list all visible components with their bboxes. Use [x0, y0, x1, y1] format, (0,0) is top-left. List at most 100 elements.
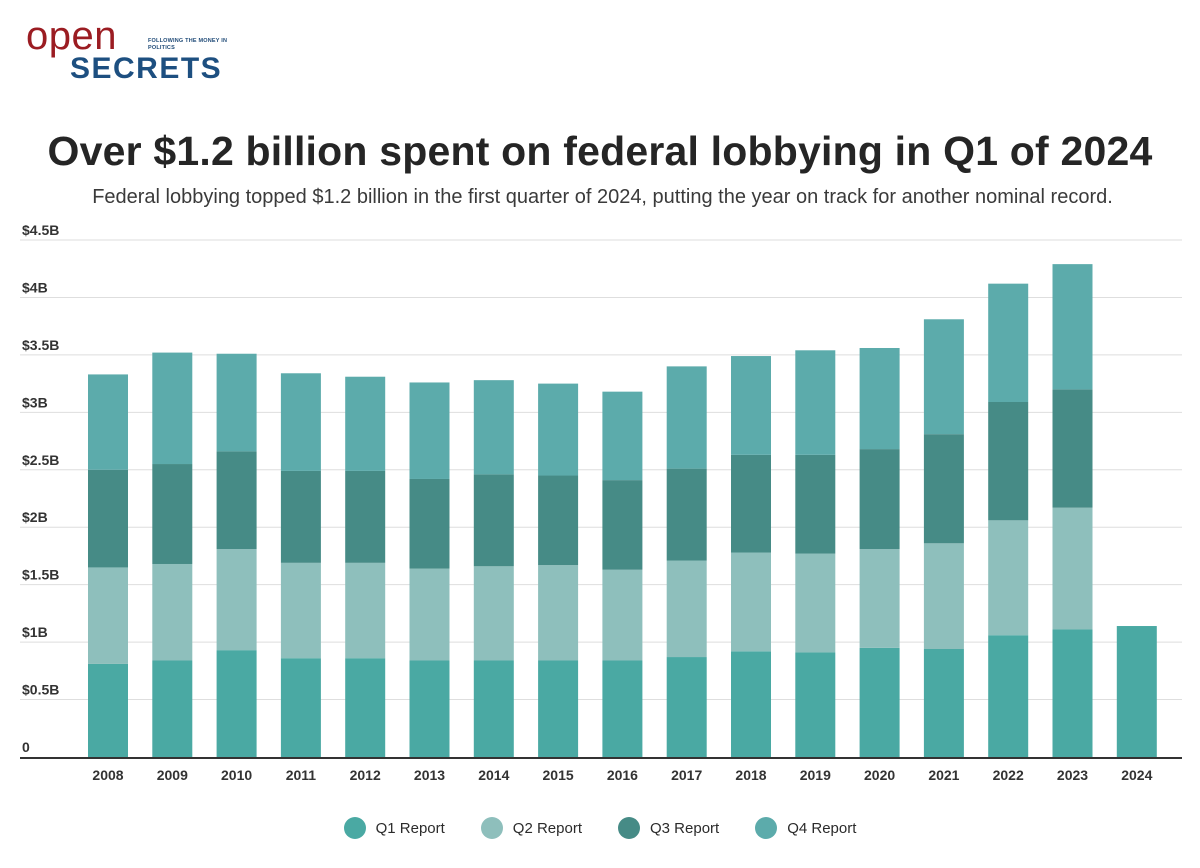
x-tick-label: 2017	[671, 767, 702, 783]
bar-segment	[409, 660, 450, 757]
bar-segment	[538, 565, 579, 661]
bar-segment	[988, 283, 1029, 402]
x-tick-label: 2011	[286, 767, 317, 783]
legend-swatch	[343, 817, 366, 839]
y-tick-label: $0.5B	[22, 682, 59, 698]
bar-segment	[1052, 507, 1093, 630]
bar-segment	[923, 649, 964, 757]
bar-segment	[473, 474, 514, 567]
legend-label: Q2 Report	[512, 819, 582, 837]
bar-segment	[216, 451, 257, 550]
x-tick-label: 2010	[221, 767, 252, 783]
bar-segment	[345, 658, 386, 757]
legend-label: Q4 Report	[787, 819, 857, 837]
logo-open-wordmark: open	[26, 14, 117, 58]
bar-segment	[345, 376, 386, 471]
bar-segment	[216, 353, 257, 452]
bar-segment	[345, 470, 386, 563]
x-tick-label: 2020	[864, 767, 895, 783]
bar-segment	[152, 352, 193, 465]
bar-segment	[795, 553, 836, 653]
bar-segment	[280, 562, 321, 659]
bar-segment	[923, 434, 964, 544]
bar-segment	[859, 549, 900, 648]
x-tick-label: 2014	[478, 767, 509, 783]
legend-swatch	[755, 817, 778, 839]
bar-segment	[1052, 264, 1093, 390]
opensecrets-logo: open FOLLOWING THE MONEY IN POLITICS SEC…	[26, 14, 227, 86]
y-tick-label: $1.5B	[22, 567, 59, 583]
legend-label: Q1 Report	[375, 819, 445, 837]
bar-segment	[666, 366, 707, 469]
bar-segment	[666, 468, 707, 561]
legend-item: Q4 Report	[755, 817, 856, 839]
bar-segment	[602, 569, 643, 661]
bar-segment	[988, 401, 1029, 521]
legend-swatch	[480, 817, 503, 839]
bar-segment	[409, 478, 450, 569]
bar-segment	[473, 380, 514, 475]
bar-segment	[923, 319, 964, 435]
y-tick-label: $2B	[22, 509, 48, 525]
bar-segment	[795, 350, 836, 455]
y-tick-label: $1B	[22, 624, 48, 640]
bar-segment	[795, 454, 836, 554]
y-tick-label: $3.5B	[22, 337, 59, 353]
legend-item: Q2 Report	[480, 817, 582, 839]
y-tick-label: $2.5B	[22, 452, 59, 468]
bar-segment	[409, 568, 450, 661]
chart-title: Over $1.2 billion spent on federal lobby…	[47, 128, 1153, 174]
logo-secrets-wordmark: SECRETS	[70, 52, 223, 85]
bar-segment	[280, 470, 321, 563]
bar-segment	[988, 635, 1029, 757]
y-tick-label: $4B	[22, 279, 48, 295]
x-tick-label: 2023	[1057, 767, 1088, 783]
bar-segment	[666, 560, 707, 658]
bar-segment	[602, 480, 643, 570]
bar-segment	[923, 543, 964, 650]
bar-segment	[538, 660, 579, 757]
bar-segment	[216, 549, 257, 651]
y-tick-label: 0	[22, 739, 30, 755]
bar-segment	[731, 356, 771, 455]
x-tick-label: 2019	[800, 767, 831, 783]
bar-segment	[88, 567, 128, 664]
y-tick-label: $3B	[22, 394, 48, 410]
bar-segment	[88, 469, 128, 568]
legend-item: Q1 Report	[343, 817, 445, 839]
x-tick-label: 2018	[735, 767, 766, 783]
x-tick-label: 2012	[350, 767, 381, 783]
bar-segment	[409, 382, 450, 479]
bar-segment	[859, 449, 900, 550]
bar-segment	[602, 391, 643, 481]
legend-label: Q3 Report	[650, 819, 720, 837]
legend-item: Q3 Report	[618, 817, 719, 839]
bar-segment	[731, 651, 771, 757]
x-tick-label: 2021	[928, 767, 959, 783]
x-tick-label: 2009	[157, 767, 188, 783]
legend-swatch	[618, 817, 640, 839]
x-tick-label: 2013	[414, 767, 445, 783]
bar-segment	[538, 475, 579, 566]
bar-segment	[152, 660, 193, 757]
chart-subtitle: Federal lobbying topped $1.2 billion in …	[92, 186, 1113, 208]
bar-segment	[731, 552, 771, 652]
bar-segment	[988, 520, 1029, 636]
bar-segment	[280, 658, 321, 757]
bar-segment	[1052, 389, 1093, 508]
y-tick-label: $4.5B	[22, 222, 59, 238]
bar-segment	[795, 652, 836, 757]
bar-segment	[859, 347, 900, 450]
x-tick-label: 2015	[543, 767, 574, 783]
bar-segment	[473, 660, 514, 757]
chart-legend: Q1 Report Q2 Report Q3 Report Q4 Report	[0, 812, 1200, 844]
x-tick-label: 2022	[993, 767, 1024, 783]
bar-segment	[1116, 626, 1157, 757]
x-tick-label: 2024	[1121, 767, 1152, 783]
bar-segment	[666, 657, 707, 757]
x-tick-label: 2008	[92, 767, 123, 783]
bar-segment	[88, 663, 128, 757]
bar-segment	[538, 383, 579, 476]
bar-segment	[152, 464, 193, 564]
